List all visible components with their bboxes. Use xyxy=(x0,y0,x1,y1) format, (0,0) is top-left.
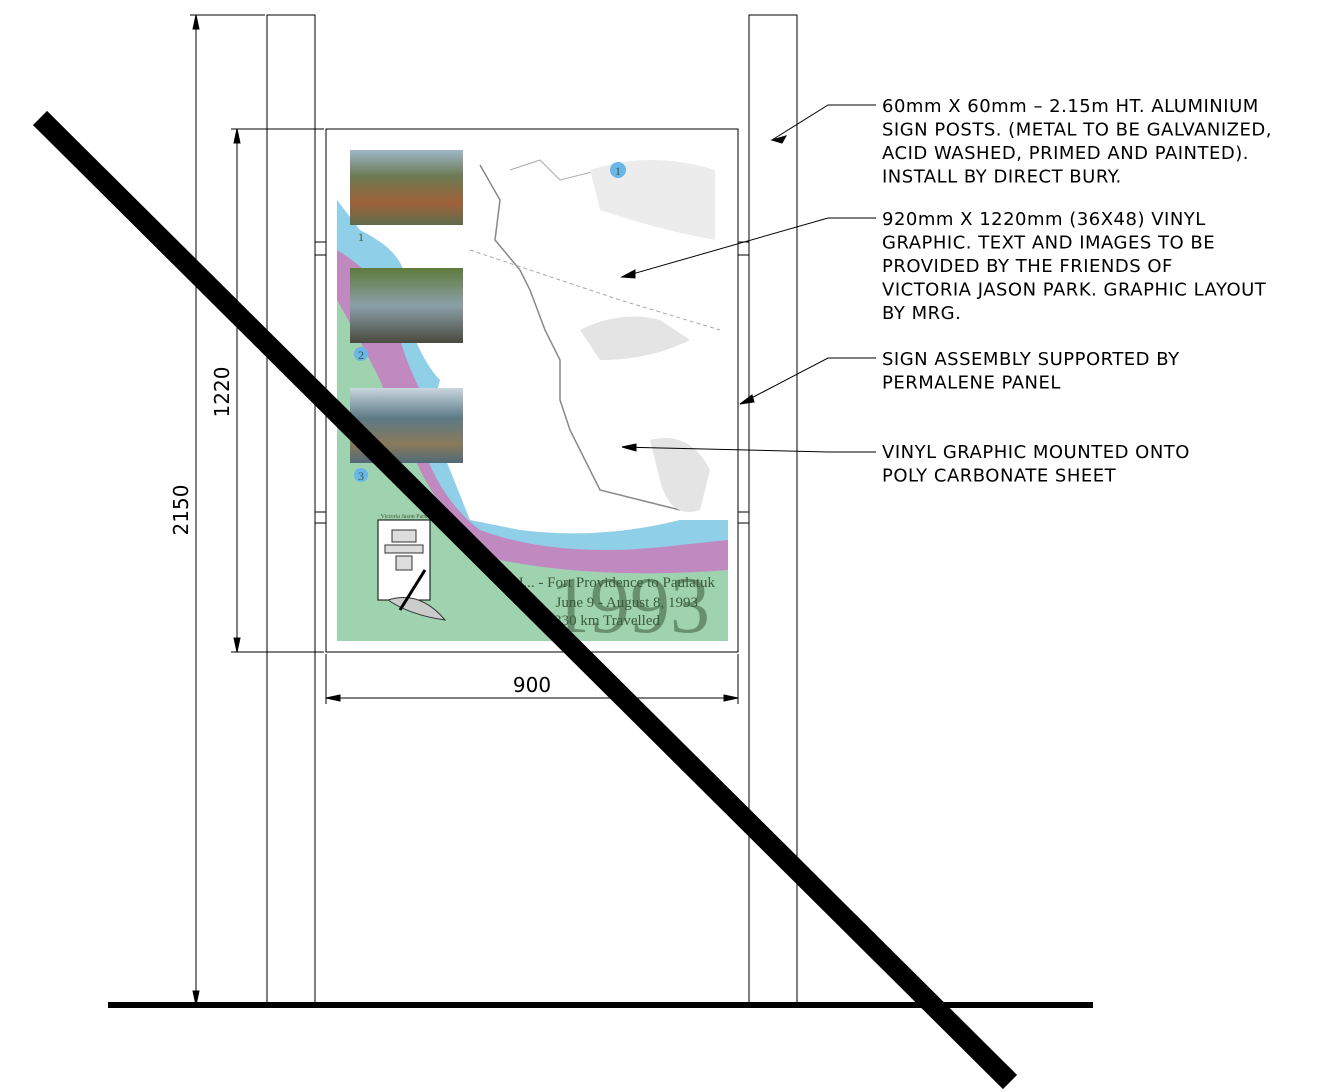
vinyl-graphic: 1 1 2 3 1993 Victoria Jason Park J... - … xyxy=(337,137,728,650)
photo-number: 1 xyxy=(358,230,364,244)
notes: 60mm X 60mm – 2.15m HT. ALUMINIUM SIGN PO… xyxy=(882,96,1272,487)
strike-line xyxy=(32,110,1018,1090)
dimension-label: 1220 xyxy=(210,367,234,418)
note-line: 920mm X 1220mm (36X48) VINYL xyxy=(882,209,1206,230)
graphic-year: 1993 xyxy=(550,562,710,650)
note-line: SIGN ASSEMBLY SUPPORTED BY xyxy=(882,349,1180,370)
note-line: GRAPHIC. TEXT AND IMAGES TO BE xyxy=(882,233,1215,254)
logo-caption: Victoria Jason Park xyxy=(381,514,428,520)
graphic-caption: ...330 km Travelled xyxy=(543,613,661,629)
note-line: 60mm X 60mm – 2.15m HT. ALUMINIUM xyxy=(882,96,1259,117)
note-line: POLY CARBONATE SHEET xyxy=(882,466,1117,487)
note-line: ACID WASHED, PRIMED AND PAINTED). xyxy=(882,143,1249,164)
note-line: PERMALENE PANEL xyxy=(882,373,1061,394)
photo-number: 2 xyxy=(358,348,364,362)
note-line: INSTALL BY DIRECT BURY. xyxy=(882,167,1122,188)
dimension-label: 2150 xyxy=(169,485,193,536)
note-line: BY MRG. xyxy=(882,303,961,324)
graphic-caption: June 9 - August 8, 1993 xyxy=(556,595,699,611)
note-line: SIGN POSTS. (METAL TO BE GALVANIZED, xyxy=(882,120,1272,141)
dimension-lines xyxy=(190,14,739,1006)
leaders xyxy=(620,104,876,453)
photo-number: 1 xyxy=(615,164,621,178)
note-line: VICTORIA JASON PARK. GRAPHIC LAYOUT xyxy=(882,280,1267,301)
note-line: VINYL GRAPHIC MOUNTED ONTO xyxy=(882,442,1190,463)
left-post xyxy=(266,14,316,1006)
photo-number: 3 xyxy=(358,469,364,483)
note-line: PROVIDED BY THE FRIENDS OF xyxy=(882,256,1173,277)
graphic-caption: J... - Fort Providence to Paulatuk xyxy=(518,575,716,591)
dimension-label: 900 xyxy=(513,673,551,697)
